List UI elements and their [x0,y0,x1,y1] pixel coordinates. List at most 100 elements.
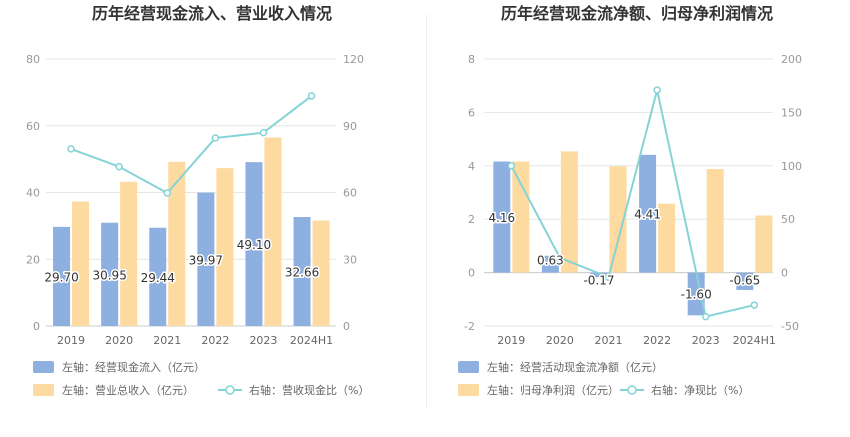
x-axis-tick-label: 2024H1 [290,334,333,347]
legend-marker [627,385,637,395]
right-axis-tick-label: 200 [781,53,802,66]
bar-secondary [755,215,773,273]
legend-swatch [33,361,54,373]
x-axis-tick-label: 2021 [595,334,623,347]
right-axis-tick-label: 0 [781,267,788,280]
left-axis-tick-label: 20 [26,253,40,266]
left-axis-tick-label: 2 [468,213,475,226]
legend-item-bar-primary: 左轴：经营现金流入（亿元） [33,360,205,374]
x-axis-tick-label: 2022 [643,334,671,347]
bar-primary [197,192,215,326]
bar-value-label: -1.60 [681,288,712,302]
legend-item-line: 右轴：净现比（%） [620,383,749,397]
legend-marker [225,385,235,395]
bar-value-label: 30.95 [92,268,126,282]
right-axis-tick-label: 150 [781,106,802,119]
left-axis-tick-label: 60 [26,120,40,133]
chart-cash-inflow-revenue: 历年经营现金流入、营业收入情况 0 20 40 60 80 0 30 60 90 120 2019 20… [26,4,369,397]
right-axis-tick-label: 120 [343,53,364,66]
legend-item-bar-secondary: 左轴：营业总收入（亿元） [33,383,194,397]
ratio-point [507,162,516,170]
right-axis-tick-label: 60 [343,187,357,200]
legend-swatch [33,384,54,396]
chart-title: 历年经营现金流净额、归母净利润情况 [501,4,773,23]
bar-primary [53,226,71,326]
bar-secondary [609,166,627,273]
bar-secondary [120,181,138,326]
bar-value-label: 0.63 [537,254,564,268]
ratio-line [510,89,755,318]
legend-label: 左轴：经营活动现金流净额（亿元） [487,360,663,374]
left-axis-tick-label: 0 [33,320,40,333]
right-axis-tick-label: 90 [343,120,357,133]
ratio-point [701,312,710,321]
bar-value-label: -0.17 [583,274,614,288]
left-axis-tick-label: 40 [26,187,40,200]
left-axis-tick-label: -2 [464,320,475,333]
ratio-point [307,92,316,100]
bar-primary [687,272,705,316]
chart-net-cash-net-profit: 历年经营现金流净额、归母净利润情况 -2 0 2 4 6 8 -50 0 50 100 150 200 2… [458,4,802,397]
legend-item-bar-primary: 左轴：经营活动现金流净额（亿元） [458,360,663,374]
x-axis-tick-label: 2021 [153,334,181,347]
right-axis-tick-label: 0 [343,320,350,333]
bar-secondary [216,168,234,326]
x-axis-tick-label: 2020 [546,334,574,347]
ratio-point [67,145,75,153]
bar-primary [101,222,119,326]
ratio-point [211,134,220,142]
left-axis-tick-label: 8 [468,53,475,66]
bar-secondary [312,220,330,326]
legend-label: 右轴：净现比（%） [651,383,749,397]
bar-secondary [706,169,724,273]
bar-value-label: 39.97 [189,253,223,267]
right-axis-tick-label: 100 [781,160,802,173]
right-axis-tick-label: -50 [781,320,799,333]
ratio-line [70,95,313,195]
x-axis-tick-label: 2023 [692,334,720,347]
ratio-point [115,162,123,171]
legend-label: 左轴：营业总收入（亿元） [62,383,194,397]
x-axis-tick-label: 2023 [249,334,277,347]
bar-value-label: -0.65 [729,274,760,288]
legend-item-bar-secondary: 左轴：归母净利润（亿元） [458,383,619,397]
x-axis-tick-label: 2019 [57,334,85,347]
right-axis-tick-label: 50 [781,213,795,226]
ratio-point [604,273,613,281]
bar-secondary [72,201,90,326]
left-axis-tick-label: 4 [468,160,475,173]
ratio-point [653,86,661,94]
ratio-point [163,189,171,197]
bar-secondary [658,203,676,273]
bar-primary [736,272,754,290]
x-axis-tick-label: 2022 [201,334,229,347]
ratio-point [556,254,564,262]
bar-value-label: 29.70 [44,270,78,284]
panel-divider [426,14,427,409]
left-axis-tick-label: 0 [468,267,475,280]
legend-label: 右轴：营收现金比（%） [249,383,369,397]
bar-primary [149,227,167,326]
bar-primary [639,154,657,273]
chart-title: 历年经营现金流入、营业收入情况 [92,4,332,23]
bar-secondary [512,161,530,273]
left-axis-tick-label: 80 [26,53,40,66]
bar-secondary [168,161,186,326]
legend-swatch [458,361,479,373]
legend-swatch [458,384,479,396]
x-axis-tick-label: 2019 [497,334,525,347]
ratio-point [750,301,759,309]
bar-secondary [560,151,578,273]
legend-label: 左轴：经营现金流入（亿元） [62,360,205,374]
bar-primary [590,272,608,278]
bar-value-label: 4.16 [488,211,515,225]
bar-value-label: 29.44 [141,271,175,285]
right-axis-tick-label: 30 [343,253,357,266]
bar-primary [245,162,263,326]
left-axis-tick-label: 6 [468,106,475,119]
x-axis-tick-label: 2024H1 [733,334,776,347]
legend-label: 左轴：归母净利润（亿元） [487,383,619,397]
bar-value-label: 4.41 [634,208,661,222]
bar-value-label: 32.66 [285,265,319,279]
